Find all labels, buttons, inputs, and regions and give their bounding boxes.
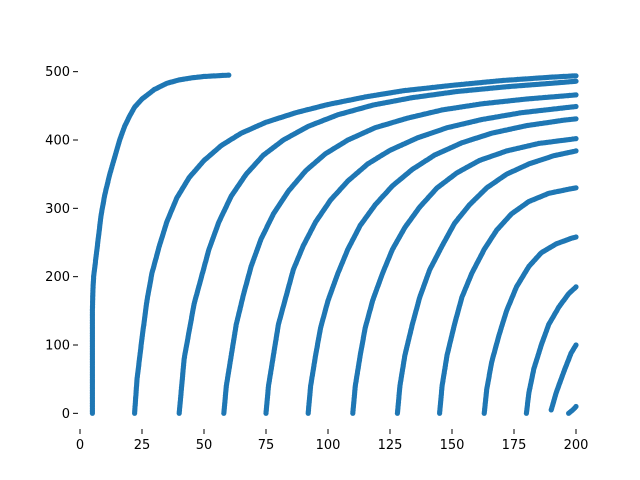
y-tick-label: 300 xyxy=(45,202,70,217)
data-point xyxy=(573,136,579,142)
data-point xyxy=(573,116,579,122)
data-point xyxy=(573,342,579,348)
x-tick-label: 175 xyxy=(502,438,527,453)
data-points xyxy=(89,72,579,416)
x-tick-label: 0 xyxy=(76,438,84,453)
data-point xyxy=(226,72,232,78)
x-tick-label: 75 xyxy=(258,438,275,453)
data-point xyxy=(573,284,579,290)
y-tick-label: 200 xyxy=(45,270,70,285)
data-point xyxy=(573,103,579,110)
data-point xyxy=(573,78,579,84)
data-point xyxy=(573,185,579,191)
data-point xyxy=(573,403,579,410)
x-tick-label: 100 xyxy=(316,438,341,453)
x-tick-label: 25 xyxy=(134,438,151,453)
x-axis: 0 25 50 75 100 125 150 175 200 xyxy=(76,429,589,453)
data-point xyxy=(573,73,579,79)
data-point xyxy=(573,92,579,98)
y-tick-label: 100 xyxy=(45,339,70,354)
x-tick-label: 50 xyxy=(196,438,213,453)
x-tick-label: 125 xyxy=(378,438,403,453)
x-tick-label: 150 xyxy=(440,438,465,453)
y-tick-label: 400 xyxy=(45,134,70,149)
data-point xyxy=(573,234,579,240)
x-tick-label: 200 xyxy=(564,438,589,453)
y-tick-label: 0 xyxy=(62,407,70,422)
y-axis: 0 100 200 300 400 500 xyxy=(45,65,78,422)
y-tick-label: 500 xyxy=(45,65,70,80)
data-point xyxy=(573,148,579,154)
